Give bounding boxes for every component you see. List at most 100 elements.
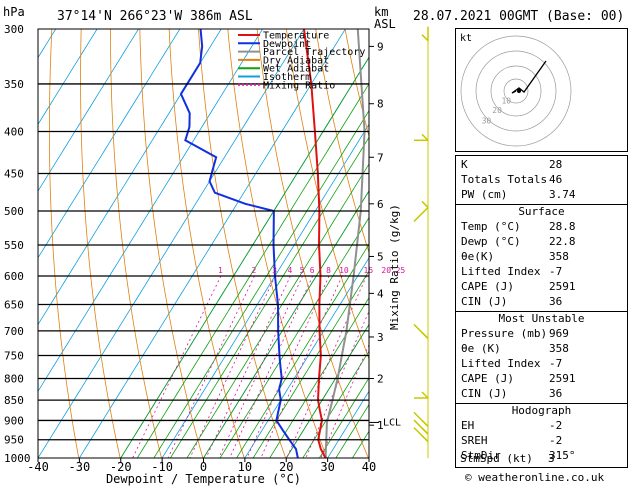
pressure-tick-label: 700: [4, 325, 24, 338]
mixing-ratio-line: [189, 275, 276, 458]
dry-adiabat-line: [80, 29, 121, 458]
surface-name: Dewp (°C): [461, 235, 521, 248]
isotherm-line: [38, 29, 181, 259]
wind-barb-flag: [421, 200, 429, 208]
wet-adiabat-line: [136, 83, 369, 458]
km-tick-label: 3: [377, 331, 384, 344]
mu-name: CAPE (J): [461, 372, 514, 385]
mu-name: Lifted Index: [461, 357, 541, 370]
mixing-ratio-line: [246, 275, 330, 458]
mixing-ratio-line: [286, 275, 367, 458]
hodo-name: EH: [461, 419, 475, 432]
pressure-tick-label: 650: [4, 299, 24, 312]
hodograph-ring: [475, 50, 557, 132]
temperature-tick-label: -20: [110, 460, 132, 474]
hodo-row: SREH -2: [459, 434, 624, 449]
wet-adiabat-line: [319, 377, 369, 458]
hodo-value: 315°: [549, 449, 576, 462]
wind-barb-flag: [421, 133, 429, 141]
temperature-tick-label: 40: [362, 460, 376, 474]
isotherm-line: [79, 29, 346, 458]
surface-row: CIN (J) 36: [459, 295, 624, 310]
km-tick-label: 9: [377, 40, 384, 53]
legend-entry: Dry Adiabat: [263, 55, 329, 66]
km-tick-label: 4: [377, 287, 384, 300]
pressure-tick-label: 750: [4, 349, 24, 362]
hodo-row: EH -2: [459, 419, 624, 434]
hodograph-title: Hodograph: [511, 404, 572, 417]
mixing-ratio-line: [132, 275, 222, 458]
mixing-ratio-line: [167, 275, 255, 458]
mu-row: θe (K) 358: [459, 342, 624, 357]
pressure-tick-label: 550: [4, 239, 24, 252]
surface-value: 2591: [549, 280, 576, 293]
hodograph-unit-label: kt: [460, 33, 472, 44]
temperature-tick-label: 10: [238, 460, 252, 474]
wet-adiabat-line: [285, 323, 369, 458]
mu-value: 2591: [549, 372, 576, 385]
surface-name: CIN (J): [461, 295, 508, 308]
index-value: 46: [549, 173, 563, 186]
hodo-value: -2: [549, 419, 563, 432]
pressure-tick-label: 1000: [4, 452, 31, 465]
index-value: 3.74: [549, 188, 576, 201]
mu-value: -7: [549, 357, 563, 370]
wind-barb-flag: [421, 427, 429, 435]
isotherm-line: [38, 29, 263, 393]
index-name: K: [461, 158, 468, 171]
hodo-name: StmSpd (kt): [460, 452, 533, 465]
mu-value: 969: [549, 327, 569, 340]
hodo-row: StmSpd (kt) 3: [458, 452, 623, 467]
wind-barb-flag: [421, 391, 429, 399]
wind-barb-flag: [421, 435, 429, 443]
surface-value: -7: [549, 265, 563, 278]
mu-name: CIN (J): [461, 387, 508, 400]
wet-adiabat-line: [153, 109, 369, 458]
mu-row: CIN (J) 36: [459, 387, 624, 402]
temperature-tick-label: -10: [151, 460, 173, 474]
km-unit-label: km: [374, 5, 389, 19]
temperature-tick-label: 20: [279, 460, 293, 474]
surface-row: Lifted Index -7: [459, 265, 624, 280]
wet-adiabat-line: [120, 56, 369, 458]
pressure-tick-label: 350: [4, 78, 24, 91]
surface-name: Temp (°C): [461, 220, 521, 233]
surface-row: Temp (°C) 28.8: [459, 220, 624, 235]
index-row: K 28: [459, 158, 624, 173]
mu-value: 36: [549, 387, 563, 400]
hpa-unit-label: hPa: [3, 5, 25, 19]
surface-value: 36: [549, 295, 563, 308]
index-name: Totals Totals: [461, 173, 548, 186]
index-name: PW (cm): [461, 188, 508, 201]
mixing-ratio-label: 8: [326, 266, 331, 275]
mixing-ratio-label: 4: [287, 266, 292, 275]
mu-name: θe (K): [461, 342, 501, 355]
km-tick-label: 2: [377, 372, 384, 385]
mixing-ratio-label: 15: [364, 266, 374, 275]
pressure-tick-label: 400: [4, 126, 24, 139]
wind-barb: [413, 206, 429, 222]
wet-adiabat-line: [203, 190, 369, 458]
surface-value: 28.8: [549, 220, 576, 233]
isotherm-line: [38, 29, 305, 458]
hodo-name: StmDir: [461, 449, 501, 462]
wind-barb-flag: [421, 419, 429, 427]
surface-value: 22.8: [549, 235, 576, 248]
hodograph-ring: [490, 65, 542, 117]
copyright-footer: © weatheronline.co.uk: [465, 471, 605, 484]
wind-barb-flag: [421, 34, 429, 42]
index-value: 28: [549, 158, 563, 171]
index-row: PW (cm) 3.74: [459, 188, 624, 203]
mixing-ratio-axis-title: Mixing Ratio (g/kg): [388, 204, 401, 330]
km-tick-label: 6: [377, 198, 384, 211]
mixing-ratio-label: 2: [251, 266, 256, 275]
pressure-tick-label: 950: [4, 434, 24, 447]
isotherm-line: [38, 29, 222, 326]
hodograph-panel: kt 10 20 30: [455, 28, 628, 152]
forecast-datetime: 28.07.2021 00GMT (Base: 00): [413, 9, 625, 24]
legend-entry: Wet Adiabat: [263, 64, 329, 75]
pressure-tick-label: 600: [4, 270, 24, 283]
surface-value: 358: [549, 250, 569, 263]
hodograph-ring-label: 20: [492, 106, 502, 115]
